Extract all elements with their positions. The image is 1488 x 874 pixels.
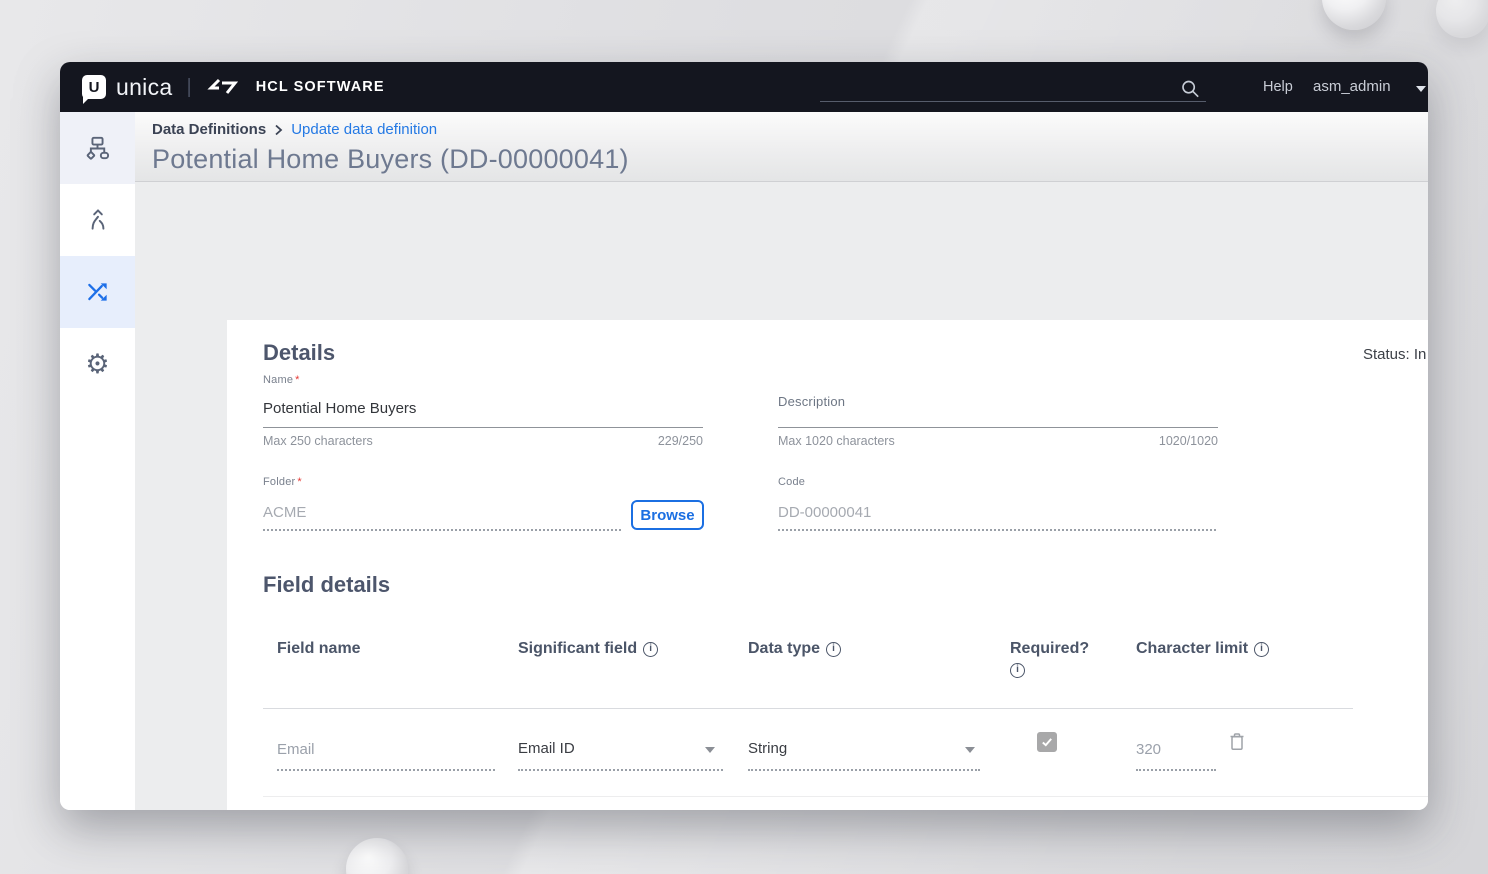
folder-dotted-underline <box>263 529 621 531</box>
required-checkbox[interactable] <box>1037 732 1057 752</box>
column-header-required: Required? i <box>1010 640 1089 678</box>
global-search-input[interactable] <box>820 76 1172 100</box>
column-header-character-limit: Character limit i <box>1136 640 1270 658</box>
cell-dotted-underline <box>518 769 723 771</box>
details-section-heading: Details <box>263 340 336 365</box>
merge-arrow-icon <box>91 209 104 230</box>
chevron-down-icon[interactable] <box>965 747 975 753</box>
global-search-field <box>820 76 1206 102</box>
name-label: Name * <box>263 374 300 386</box>
brand-name: unica <box>116 73 173 100</box>
code-dotted-underline <box>778 529 1216 531</box>
name-helper: Max 250 characters 229/250 <box>263 434 703 448</box>
sitemap-icon <box>86 136 110 160</box>
column-header-data-type: Data type i <box>748 640 842 658</box>
data-definition-form-card: Status: In use Details Name* Potential H… <box>227 320 1428 810</box>
chevron-down-icon[interactable] <box>705 747 715 753</box>
shuffle-icon <box>87 283 107 301</box>
brand-area: U unica | HCL SOFTWARE <box>82 62 385 112</box>
character-limit-input[interactable]: 320 <box>1136 741 1162 758</box>
search-icon[interactable] <box>1180 78 1200 99</box>
description-helper: Max 1020 characters 1020/1020 <box>778 434 1218 448</box>
name-helper-text: Max 250 characters <box>263 434 373 448</box>
row-divider <box>263 796 1428 797</box>
folder-label: Folder * <box>263 476 302 488</box>
description-char-counter: 1020/1020 <box>1158 434 1218 448</box>
description-label: Description <box>778 394 846 409</box>
name-underline <box>263 427 703 428</box>
top-navigation-bar: U unica | HCL SOFTWARE Help asm_admin <box>60 62 1428 112</box>
info-icon[interactable]: i <box>1010 663 1025 678</box>
breadcrumb-parent[interactable]: Data Definitions <box>152 121 267 138</box>
chevron-right-icon <box>275 124 283 135</box>
column-header-significant-field: Significant field i <box>518 640 659 658</box>
decor-sphere <box>1322 0 1386 30</box>
required-asterisk: * <box>297 476 302 488</box>
description-helper-text: Max 1020 characters <box>778 434 895 448</box>
code-value: DD-00000041 <box>778 504 872 521</box>
page-title: Potential Home Buyers (DD-00000041) <box>152 144 629 174</box>
gear-icon: ⚙ <box>85 348 110 380</box>
sidebar-item-data-mapping-active[interactable] <box>60 256 135 328</box>
cell-dotted-underline <box>1136 769 1216 771</box>
cell-dotted-underline <box>277 769 495 771</box>
decor-sphere <box>346 838 408 874</box>
cell-dotted-underline <box>748 769 980 771</box>
code-label: Code <box>778 476 806 488</box>
page-header-band: Data Definitions Update data definition … <box>135 112 1428 182</box>
name-char-counter: 229/250 <box>657 434 703 448</box>
folder-value: ACME <box>263 504 307 521</box>
browse-button[interactable]: Browse <box>631 500 704 530</box>
decor-sphere <box>1436 0 1488 38</box>
required-asterisk: * <box>295 374 300 386</box>
unica-logo-icon: U <box>82 75 106 104</box>
field-details-section-heading: Field details <box>263 572 391 597</box>
sidebar-item-journeys[interactable] <box>60 184 135 256</box>
info-icon[interactable]: i <box>1254 641 1270 657</box>
data-type-select[interactable]: String <box>748 740 788 757</box>
significant-field-select[interactable]: Email ID <box>518 740 575 757</box>
help-link[interactable]: Help <box>1263 79 1293 95</box>
sidebar-item-data-definitions[interactable] <box>60 112 135 184</box>
app-window: U unica | HCL SOFTWARE Help asm_admin <box>60 62 1428 810</box>
hcl-logo-icon <box>207 78 238 94</box>
info-icon[interactable]: i <box>826 641 842 657</box>
brand-separator: | <box>186 75 192 98</box>
sidebar-item-settings[interactable]: ⚙ <box>60 328 135 400</box>
field-name-input[interactable]: Email <box>277 741 315 758</box>
status-badge: Status: In use <box>1363 346 1428 363</box>
user-menu[interactable]: asm_admin <box>1313 78 1391 95</box>
column-header-field-name: Field name <box>277 640 361 657</box>
left-sidebar: ⚙ <box>60 112 135 810</box>
brand-subtitle: HCL SOFTWARE <box>255 79 385 95</box>
table-header-divider <box>263 708 1353 709</box>
breadcrumb: Data Definitions Update data definition <box>152 121 437 138</box>
breadcrumb-current[interactable]: Update data definition <box>291 121 438 138</box>
delete-row-icon[interactable] <box>1229 732 1245 756</box>
name-input[interactable]: Potential Home Buyers <box>263 400 417 417</box>
description-underline <box>778 427 1218 428</box>
main-content-area: Status: In use Details Name* Potential H… <box>135 182 1428 810</box>
info-icon[interactable]: i <box>643 641 659 657</box>
user-menu-caret-icon[interactable] <box>1416 86 1426 92</box>
